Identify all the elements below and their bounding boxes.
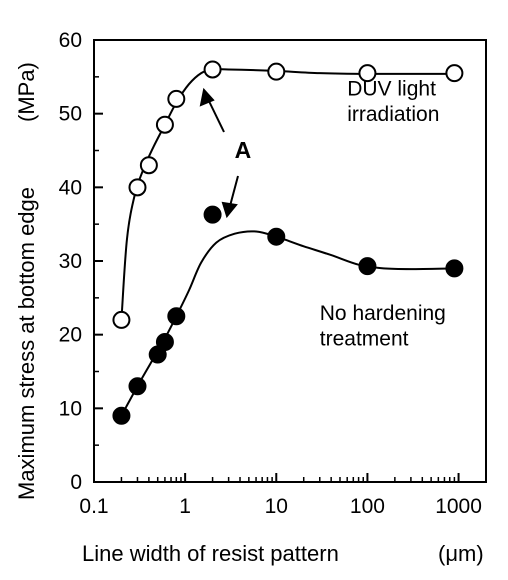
x-tick-label: 1000 [435,495,482,518]
x-axis-unit: (μm) [438,541,484,566]
y-axis-unit: (MPa) [14,62,39,122]
x-tick-label: 1 [179,495,191,518]
x-axis-title: Line width of resist pattern [82,541,339,566]
no-hardening-point [129,378,145,394]
y-tick-label: 20 [59,324,82,347]
annotation-arrows [201,90,238,216]
annotation-text: DUV light [347,77,436,100]
no-hardening-point [205,207,221,223]
y-tick-label: 30 [59,250,82,273]
y-tick-label: 60 [59,29,82,52]
annotation-text: irradiation [347,103,439,126]
no-hardening-point [113,408,129,424]
x-tick-label: 0.1 [79,495,108,518]
annotation-label-a: A [235,137,252,163]
y-axis-title: Maximum stress at bottom edge [14,187,39,500]
no-hardening-point [446,260,462,276]
x-tick-label: 100 [350,495,385,518]
y-tick-label: 40 [59,176,82,199]
y-tick-label: 0 [70,471,82,494]
no-hardening-point [157,334,173,350]
annotation-text: treatment [320,328,409,351]
arrow-head-lower [223,203,236,216]
arrow-to-untreated-curve [230,176,238,206]
y-tick-label: 10 [59,397,82,420]
x-tick-label: 10 [265,495,288,518]
arrow-head-upper [201,90,213,105]
duv-point [205,61,221,77]
annotations: DUV light irradiation No hardening treatmen… [235,77,446,350]
duv-point [113,312,129,328]
y-tick-label: 50 [59,103,82,126]
duv-point [168,91,184,107]
duv-point [446,65,462,81]
duv-point [268,64,284,80]
no-hardening-point [359,258,375,274]
duv-point [129,179,145,195]
duv-point [157,117,173,133]
no-hardening-point [268,229,284,245]
duv-point [141,157,157,173]
no-hardening-point [168,308,184,324]
annotation-text: No hardening [320,302,446,325]
